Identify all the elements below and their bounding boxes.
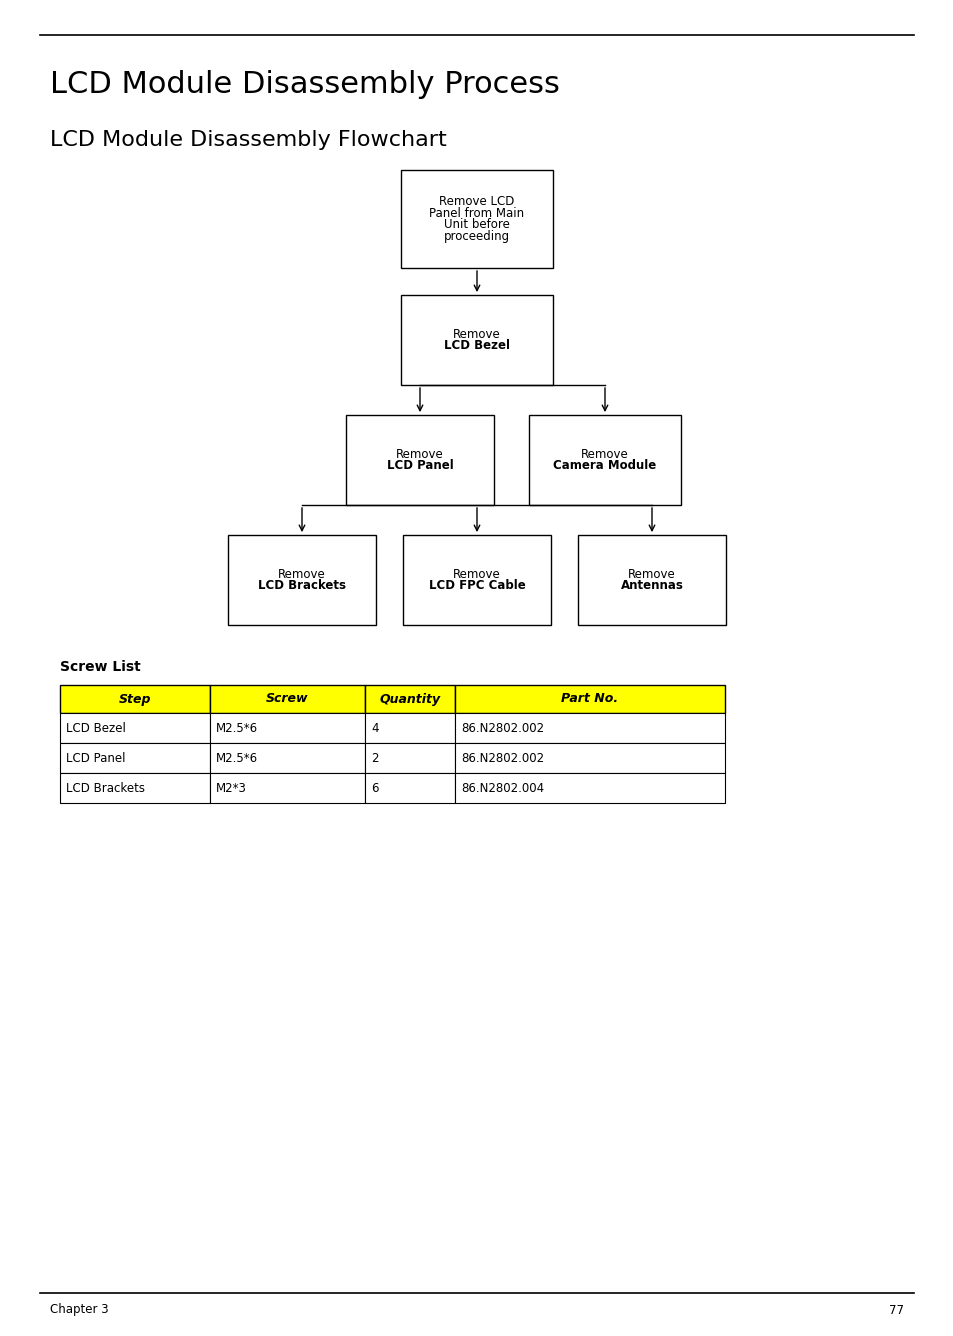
Text: LCD Panel: LCD Panel [386,460,453,473]
Text: Remove LCD: Remove LCD [438,195,515,207]
Text: Chapter 3: Chapter 3 [50,1304,109,1316]
Bar [455,743,724,774]
Bar [455,713,724,743]
Text: LCD Panel: LCD Panel [66,751,126,764]
Text: Unit before: Unit before [443,219,510,231]
Bar [455,774,724,803]
Text: Part No.: Part No. [561,692,618,705]
Text: Step: Step [118,692,152,705]
Text: Screw: Screw [266,692,309,705]
Text: LCD Module Disassembly Flowchart: LCD Module Disassembly Flowchart [50,130,446,150]
Text: 86.N2802.002: 86.N2802.002 [460,751,543,764]
Text: 4: 4 [371,721,378,735]
Text: Quantity: Quantity [379,692,440,705]
Text: Screw List: Screw List [60,660,141,673]
Text: M2.5*6: M2.5*6 [215,721,258,735]
Text: proceeding: proceeding [443,230,510,243]
Bar [400,295,553,385]
Text: LCD Bezel: LCD Bezel [443,339,510,353]
Bar [365,685,455,713]
Text: Remove: Remove [278,568,326,581]
Bar [455,685,724,713]
Bar [365,713,455,743]
Bar [60,774,210,803]
Text: Remove: Remove [453,327,500,341]
Text: 2: 2 [371,751,378,764]
Bar [60,743,210,774]
Bar [210,743,365,774]
Bar [210,713,365,743]
Text: Remove: Remove [395,448,443,461]
Text: Camera Module: Camera Module [553,460,656,473]
Text: LCD Brackets: LCD Brackets [257,580,346,592]
Text: M2*3: M2*3 [215,782,247,795]
Text: LCD Bezel: LCD Bezel [66,721,126,735]
Bar [60,713,210,743]
Bar [210,774,365,803]
Text: 77: 77 [888,1304,903,1316]
Text: 6: 6 [371,782,378,795]
Bar [346,415,494,505]
Bar [210,685,365,713]
Bar [400,170,553,269]
Text: 86.N2802.004: 86.N2802.004 [460,782,543,795]
Text: Remove: Remove [627,568,675,581]
Bar [60,685,210,713]
Bar [228,534,375,625]
Text: Remove: Remove [453,568,500,581]
Text: M2.5*6: M2.5*6 [215,751,258,764]
Text: LCD Module Disassembly Process: LCD Module Disassembly Process [50,69,559,99]
Text: Panel from Main: Panel from Main [429,207,524,219]
Text: Antennas: Antennas [619,580,682,592]
Text: 86.N2802.002: 86.N2802.002 [460,721,543,735]
Text: LCD Brackets: LCD Brackets [66,782,145,795]
Text: LCD FPC Cable: LCD FPC Cable [428,580,525,592]
Text: Remove: Remove [580,448,628,461]
Bar [578,534,725,625]
Bar [365,774,455,803]
Bar [365,743,455,774]
Bar [529,415,680,505]
Bar [402,534,551,625]
